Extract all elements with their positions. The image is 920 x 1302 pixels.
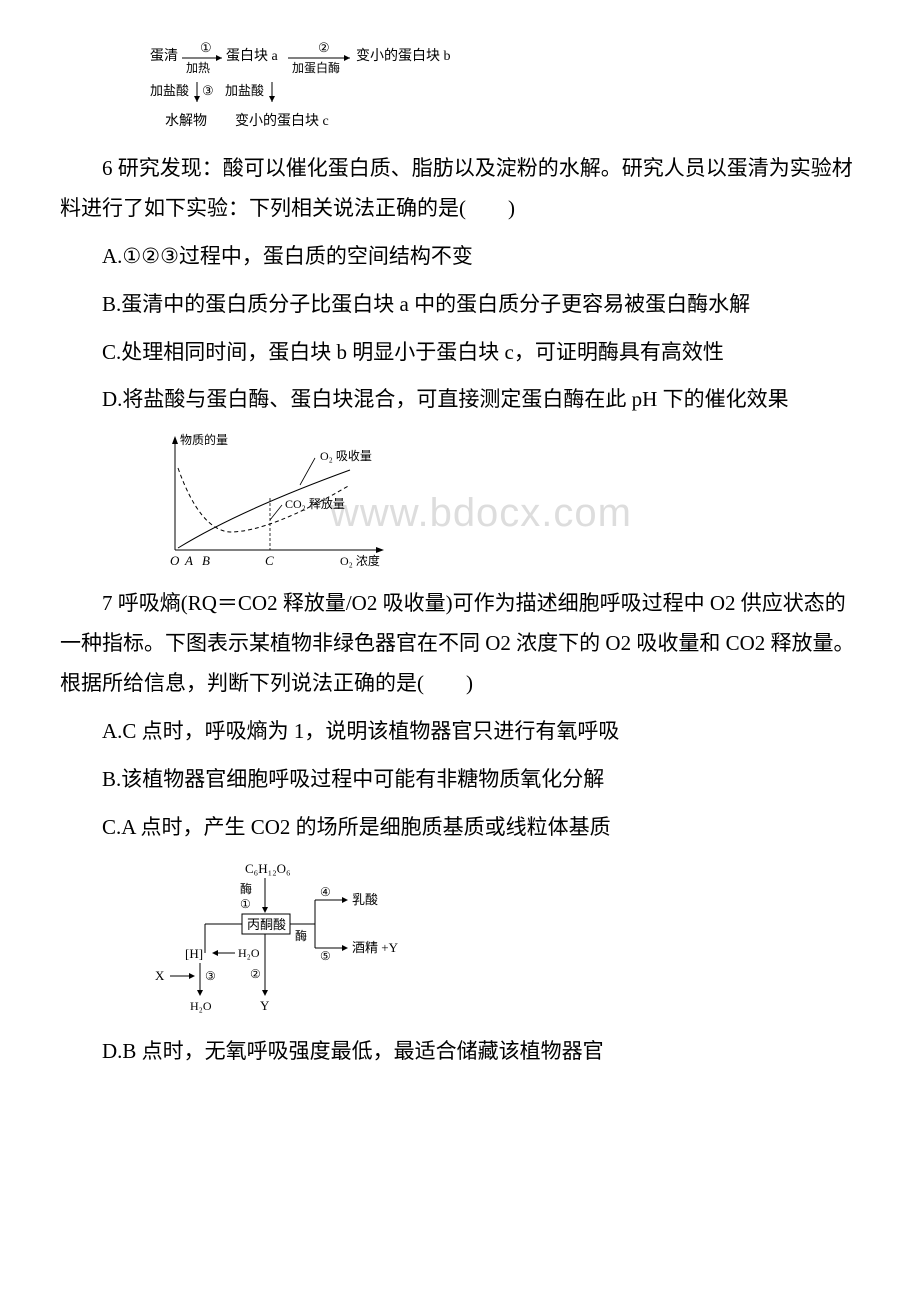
d2-num4: ④ bbox=[320, 885, 331, 899]
d2-alcohol: 酒精 +Y bbox=[352, 940, 399, 955]
c1-ylabel: 物质的量 bbox=[180, 432, 228, 447]
q7-stem: 7 呼吸熵(RQ＝CO2 释放量/O2 吸收量)可作为描述细胞呼吸过程中 O2 … bbox=[60, 584, 860, 704]
d1-hydrolysate: 水解物 bbox=[165, 113, 207, 129]
d2-num1: ① bbox=[240, 897, 251, 911]
q7-optB: B.该植物器官细胞呼吸过程中可能有非糖物质氧化分解 bbox=[60, 760, 860, 800]
q6-optC: C.处理相同时间，蛋白块 b 明显小于蛋白块 c，可证明酶具有高效性 bbox=[60, 333, 860, 373]
d1-block-c: 变小的蛋白块 c bbox=[235, 113, 329, 129]
c1-xlabel: O₂ 浓度 bbox=[340, 553, 380, 568]
d2-x: X bbox=[155, 968, 165, 983]
c1-co2-label: CO₂ 释放量 bbox=[285, 496, 345, 511]
d2-h2o1: H₂O bbox=[238, 946, 260, 960]
d1-num1: ① bbox=[200, 40, 212, 55]
q6-optA: A.①②③过程中，蛋白质的空间结构不变 bbox=[60, 237, 860, 277]
q7-optD: D.B 点时，无氧呼吸强度最低，最适合储藏该植物器官 bbox=[60, 1032, 860, 1072]
d1-heat: 加热 bbox=[186, 61, 210, 75]
d1-hcl2: 加盐酸 bbox=[225, 83, 264, 98]
q6-optB: B.蛋清中的蛋白质分子比蛋白块 a 中的蛋白质分子更容易被蛋白酶水解 bbox=[60, 285, 860, 325]
diagram2-svg: C₆H₁₂O₆ 酶 ① 丙酮酸 酶 ④ 乳酸 ⑤ 酒精 +Y [H] H₂O bbox=[150, 858, 430, 1018]
diagram-protein-hydrolysis: 蛋清 ① 加热 蛋白块 a ② 加蛋白酶 变小的蛋白块 b 加盐酸 ③ 加盐酸 … bbox=[150, 40, 860, 135]
d1-danqing: 蛋清 bbox=[150, 48, 178, 64]
chart-respiration: 物质的量 O₂ 浓度 O₂ 吸收量 CO₂ 释放量 O A B C www.bd… bbox=[150, 430, 860, 570]
d2-pyruvate: 丙酮酸 bbox=[247, 917, 286, 932]
q7-optC: C.A 点时，产生 CO2 的场所是细胞质基质或线粒体基质 bbox=[60, 808, 860, 848]
q6-stem: 6 研究发现：酸可以催化蛋白质、脂肪以及淀粉的水解。研究人员以蛋清为实验材料进行… bbox=[60, 149, 860, 229]
d1-enzyme: 加蛋白酶 bbox=[292, 60, 340, 75]
d1-hcl1: 加盐酸 bbox=[150, 83, 189, 98]
c1-tick-C: C bbox=[265, 553, 274, 568]
d1-block-b: 变小的蛋白块 b bbox=[356, 48, 451, 64]
d2-num5: ⑤ bbox=[320, 949, 331, 963]
d2-num2: ② bbox=[250, 967, 261, 981]
c1-tick-B: B bbox=[202, 553, 210, 568]
c1-tick-O: O bbox=[170, 553, 180, 568]
q7-optA: A.C 点时，呼吸熵为 1，说明该植物器官只进行有氧呼吸 bbox=[60, 712, 860, 752]
diagram-respiration-pathway: C₆H₁₂O₆ 酶 ① 丙酮酸 酶 ④ 乳酸 ⑤ 酒精 +Y [H] H₂O bbox=[150, 858, 860, 1018]
c1-o2-label: O₂ 吸收量 bbox=[320, 449, 372, 463]
d2-num3: ③ bbox=[205, 969, 216, 983]
d2-glucose: C₆H₁₂O₆ bbox=[245, 861, 291, 876]
d2-enzyme1: 酶 bbox=[240, 881, 252, 896]
c1-tick-A: A bbox=[184, 553, 193, 568]
d1-num2: ② bbox=[318, 40, 330, 55]
d2-h: [H] bbox=[185, 946, 203, 961]
d2-enzyme2: 酶 bbox=[295, 928, 307, 943]
diagram1-svg: 蛋清 ① 加热 蛋白块 a ② 加蛋白酶 变小的蛋白块 b 加盐酸 ③ 加盐酸 … bbox=[150, 40, 570, 135]
d2-h2o2: H₂O bbox=[190, 999, 212, 1013]
d1-num3: ③ bbox=[202, 83, 214, 98]
q6-optD: D.将盐酸与蛋白酶、蛋白块混合，可直接测定蛋白酶在此 pH 下的催化效果 bbox=[60, 380, 860, 420]
d1-block-a: 蛋白块 a bbox=[226, 48, 278, 64]
chart1-svg: 物质的量 O₂ 浓度 O₂ 吸收量 CO₂ 释放量 O A B C bbox=[150, 430, 410, 570]
d2-lactic: 乳酸 bbox=[352, 892, 378, 907]
d2-y: Y bbox=[260, 998, 270, 1013]
